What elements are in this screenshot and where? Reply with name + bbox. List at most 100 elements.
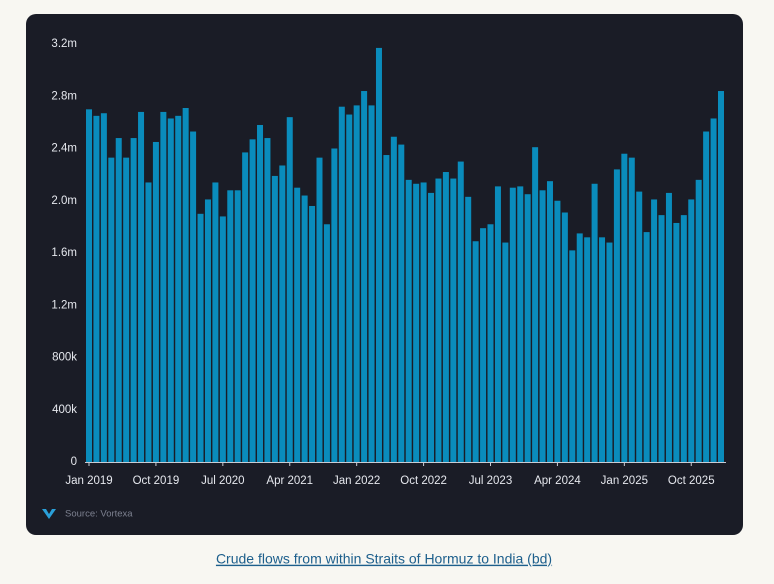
- bar: [323, 224, 330, 462]
- x-tick-label: Jul 2020: [201, 475, 244, 487]
- x-tick-label: Jul 2023: [469, 475, 512, 487]
- bar: [710, 118, 717, 463]
- bar: [361, 91, 368, 463]
- bar: [86, 109, 92, 462]
- x-tick-label: Oct 2025: [668, 475, 715, 487]
- bar: [353, 105, 360, 463]
- x-tick-label: Jan 2019: [65, 475, 112, 487]
- y-tick-label: 800k: [52, 352, 77, 364]
- bar: [160, 111, 167, 463]
- bar: [450, 178, 457, 462]
- bar: [138, 111, 145, 463]
- bar: [197, 213, 204, 462]
- x-tick-label: Apr 2024: [534, 475, 581, 487]
- bar: [480, 228, 487, 462]
- bar: [286, 117, 293, 463]
- y-tick-label: 3.2m: [51, 38, 77, 50]
- bar: [420, 182, 427, 462]
- bar: [175, 115, 182, 462]
- bar: [368, 105, 375, 463]
- bar: [502, 242, 509, 462]
- bar: [309, 205, 316, 462]
- bar: [182, 108, 189, 462]
- bar: [695, 179, 702, 462]
- bar: [413, 183, 420, 463]
- bar: [145, 182, 152, 462]
- bar: [658, 215, 665, 462]
- bar: [718, 91, 724, 463]
- y-tick-label: 2.4m: [51, 143, 77, 155]
- bar: [257, 124, 264, 463]
- bar: [561, 212, 568, 462]
- x-tick-label: Apr 2021: [266, 475, 313, 487]
- bar: [517, 186, 524, 462]
- x-tick-label: Oct 2019: [133, 475, 180, 487]
- bar: [123, 157, 130, 463]
- bar: [487, 224, 494, 462]
- y-tick-label: 1.6m: [51, 247, 77, 259]
- bar: [494, 186, 501, 462]
- bar: [442, 172, 449, 462]
- y-tick-label: 2.8m: [51, 90, 77, 102]
- bar: [227, 190, 234, 463]
- bar: [584, 237, 591, 462]
- bar: [628, 157, 635, 463]
- bar: [703, 131, 710, 463]
- bar: [100, 113, 107, 462]
- bar: [93, 115, 100, 462]
- source: Source: Vortexa: [65, 509, 133, 520]
- bar: [428, 192, 435, 462]
- bar: [606, 242, 613, 462]
- bar: [546, 181, 553, 462]
- bar: [249, 139, 256, 462]
- bar: [219, 216, 226, 462]
- bar: [338, 106, 345, 462]
- y-tick-label: 0: [71, 456, 77, 468]
- bar: [591, 183, 598, 463]
- source-logo: [42, 509, 56, 519]
- bar: [264, 138, 271, 463]
- bar: [509, 187, 516, 462]
- bar: [532, 147, 539, 462]
- bar: [152, 141, 159, 462]
- bar: [621, 153, 628, 462]
- bar: [390, 136, 397, 462]
- bar: [405, 179, 412, 462]
- bar: [569, 250, 576, 462]
- bar: [294, 187, 301, 462]
- bar: [212, 182, 219, 462]
- bar: [242, 152, 249, 462]
- bar: [539, 190, 546, 463]
- bar: [204, 199, 211, 462]
- bar: [115, 138, 122, 463]
- bar: [167, 118, 174, 463]
- bar: [636, 191, 643, 462]
- x-tick-label: Jan 2022: [333, 475, 380, 487]
- bar: [554, 200, 561, 462]
- bar: [613, 169, 620, 462]
- bar: [398, 144, 405, 463]
- bar: [383, 155, 390, 462]
- x-tick-label: Oct 2022: [400, 475, 447, 487]
- bar: [435, 178, 442, 462]
- bar: [108, 157, 115, 463]
- bar: [279, 165, 286, 462]
- bar: [331, 148, 338, 462]
- x-tick-label: Jan 2025: [601, 475, 648, 487]
- y-tick-label: 400k: [52, 404, 77, 416]
- bar: [130, 138, 137, 463]
- bar: [190, 131, 197, 463]
- caption[interactable]: Crude flows from within Straits of Hormu…: [216, 551, 552, 567]
- bar: [643, 232, 650, 462]
- bar: [651, 199, 658, 462]
- bar: [680, 215, 687, 462]
- bar: [472, 241, 479, 462]
- bar: [234, 190, 241, 463]
- bar: [524, 194, 531, 462]
- bar: [673, 222, 680, 462]
- bar: [599, 237, 606, 462]
- bar: [457, 161, 464, 462]
- bar: [316, 157, 323, 463]
